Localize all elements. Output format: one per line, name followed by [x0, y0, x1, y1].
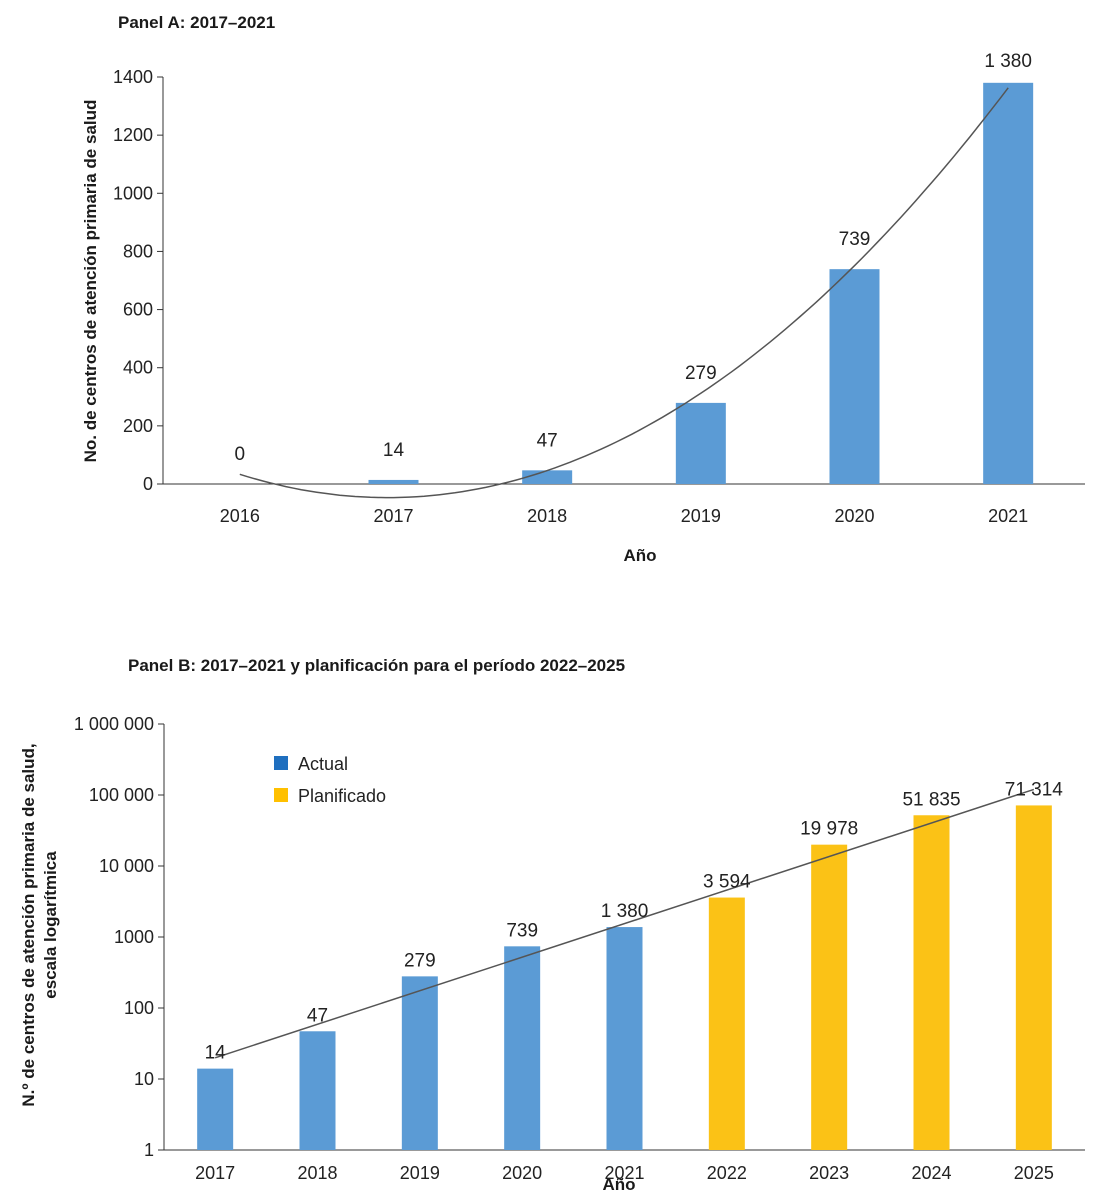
panel-b-y-tick-label: 10 000 [99, 856, 154, 876]
legend-label-planificado: Planificado [298, 786, 386, 806]
panel-a-data-label: 14 [383, 440, 405, 461]
panel-b-x-axis-label: Año [602, 1175, 635, 1194]
panel-a-y-tick-label: 1000 [113, 183, 153, 203]
panel-a-data-label: 739 [839, 229, 871, 250]
panel-b-y-tick-label: 10 [134, 1069, 154, 1089]
panel-b-x-tick-label: 2020 [502, 1163, 542, 1183]
panel-b-bar [606, 927, 643, 1150]
panel-b-data-label: 739 [506, 920, 538, 941]
panel-a-y-axis-label: No. de centros de atención primaria de s… [81, 100, 100, 463]
panel-b-data-label: 3 594 [703, 872, 751, 893]
panel-b-bar [504, 946, 541, 1150]
panel-a-bar [829, 269, 880, 484]
panel-b-x-tick-label: 2023 [809, 1163, 849, 1183]
panel-a-bar [983, 82, 1034, 485]
panel-a-x-axis-label: Año [623, 546, 656, 565]
panel-b-data-label: 279 [404, 950, 436, 971]
panel-b-x-tick-label: 2022 [707, 1163, 747, 1183]
panel-b-x-tick-label: 2019 [400, 1163, 440, 1183]
panel-b-bar [401, 976, 438, 1150]
panel-a-y-tick-label: 1400 [113, 67, 153, 87]
panel-a-data-label: 47 [537, 430, 558, 451]
panel-a-x-tick-label: 2018 [527, 506, 567, 526]
panel-b-bar [708, 897, 745, 1150]
legend-swatch-actual [274, 756, 288, 770]
panel-a-x-tick-label: 2019 [681, 506, 721, 526]
panel-b-y-axis-label-line1: N.º de centros de atención primaria de s… [19, 743, 38, 1106]
panel-a-y-tick-label: 0 [143, 474, 153, 494]
panel-b-bar [1015, 805, 1052, 1150]
panel-b-title: Panel B: 2017–2021 y planificación para … [128, 656, 625, 675]
panel-b-y-axis-label-line2: escala logarítmica [41, 851, 60, 999]
panel-b-x-tick-label: 2017 [195, 1163, 235, 1183]
panel-b-bar [299, 1031, 336, 1150]
panel-b-x-tick-label: 2024 [911, 1163, 951, 1183]
panel-a-y-tick-label: 400 [123, 358, 153, 378]
legend-label-actual: Actual [298, 754, 348, 774]
legend-swatch-planificado [274, 788, 288, 802]
panel-b-x-tick-label: 2018 [297, 1163, 337, 1183]
panel-b-y-tick-label: 1 [144, 1140, 154, 1160]
panel-b-x-tick-label: 2021 [604, 1163, 644, 1183]
panel-b-trendline [214, 788, 1035, 1059]
panel-a-bar [522, 470, 573, 484]
panel-a-y-tick-label: 600 [123, 300, 153, 320]
panel-a-bar [368, 479, 419, 484]
panel-a-y-tick-label: 200 [123, 416, 153, 436]
panel-b-y-tick-label: 1 000 000 [74, 714, 154, 734]
panel-b-bar [811, 844, 848, 1150]
panel-b-y-tick-label: 100 000 [89, 785, 154, 805]
panel-b-y-tick-label: 1000 [114, 927, 154, 947]
panel-b-data-label: 71 314 [1005, 779, 1064, 800]
panel-a-bar [675, 402, 726, 484]
panel-a-x-tick-label: 2020 [834, 506, 874, 526]
panel-b-bar [913, 815, 950, 1150]
panel-b-x-tick-label: 2025 [1014, 1163, 1054, 1183]
panel-a-x-tick-label: 2017 [373, 506, 413, 526]
panel-b-data-label: 1 380 [601, 901, 649, 922]
panel-a-trendline [239, 87, 1009, 499]
panel-b-bar [197, 1068, 234, 1150]
panel-a-x-tick-label: 2016 [220, 506, 260, 526]
panel-a-y-tick-label: 800 [123, 241, 153, 261]
panel-a-y-tick-label: 1200 [113, 125, 153, 145]
panel-b-plot: 1 10 100 1000 10 000 100 000 1 000 000 2017 2018… [74, 714, 1085, 1183]
panel-a-data-label: 279 [685, 363, 717, 384]
panel-b-data-label: 47 [307, 1005, 328, 1026]
panel-b-data-label: 51 835 [902, 789, 960, 810]
panel-b-y-tick-label: 100 [124, 998, 154, 1018]
panel-a-title: Panel A: 2017–2021 [118, 13, 275, 32]
panel-a-x-tick-label: 2021 [988, 506, 1028, 526]
panel-b-legend: Actual Planificado [274, 754, 386, 806]
panel-b-data-label: 14 [205, 1043, 227, 1064]
panel-a-data-label: 0 [235, 444, 246, 465]
panel-a-data-label: 1 380 [984, 51, 1032, 72]
panel-b-data-label: 19 978 [800, 819, 858, 840]
panel-a-plot: 0 200 400 600 800 1000 1200 1400 2016 2017 2018 201… [113, 51, 1085, 526]
